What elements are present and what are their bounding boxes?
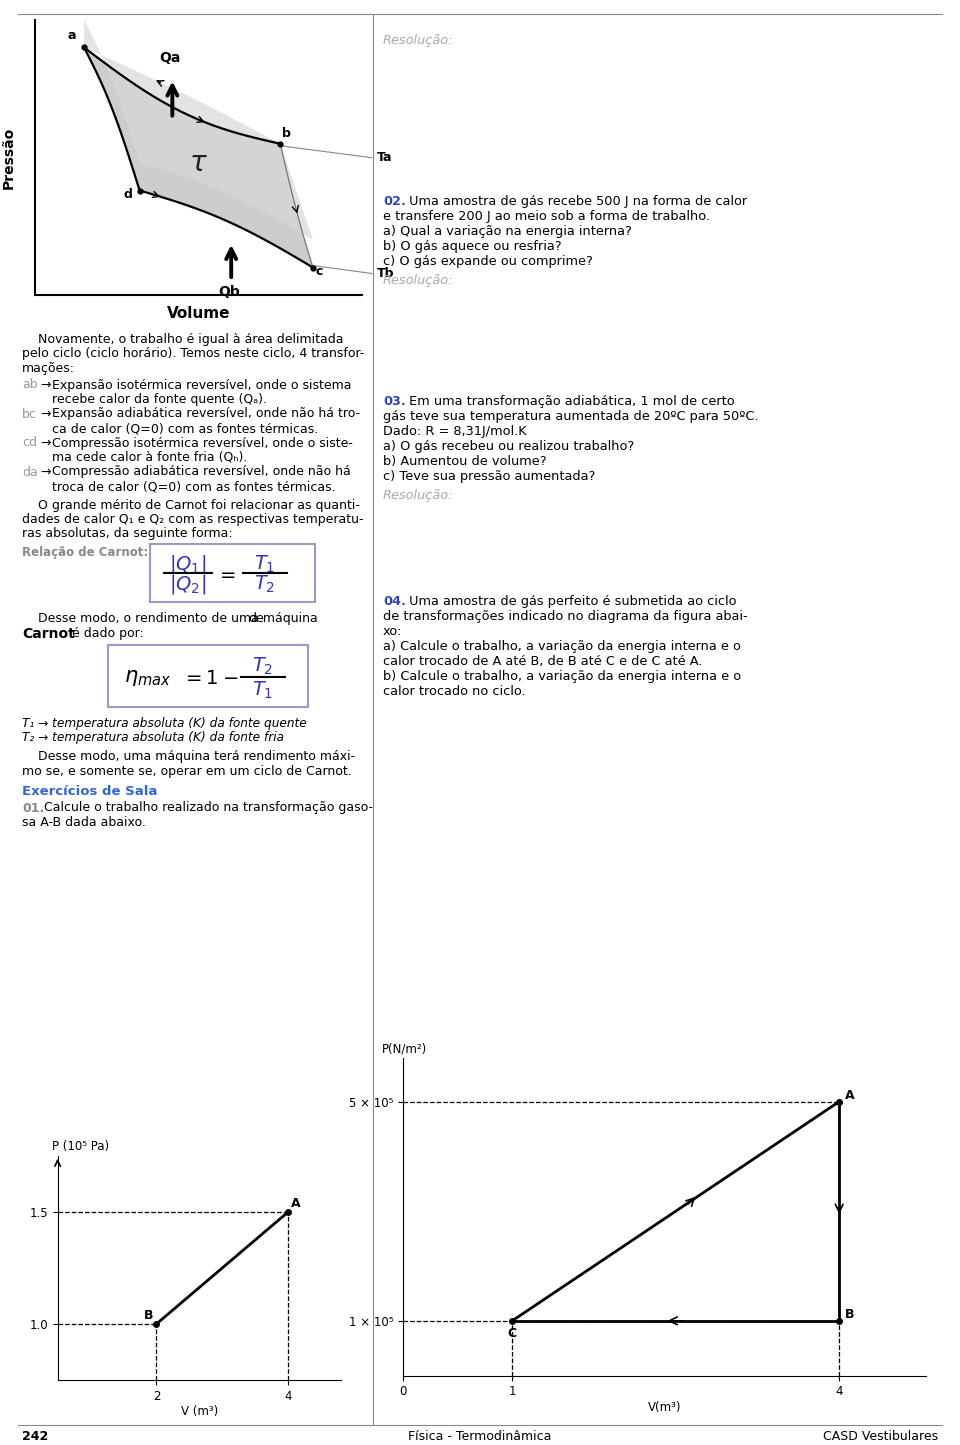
Text: B: B [845,1308,854,1321]
Text: →: → [40,379,51,392]
Text: b) O gás aquece ou resfria?: b) O gás aquece ou resfria? [383,240,562,253]
Text: $T_1$: $T_1$ [252,679,274,701]
Text: $= 1 -$: $= 1 -$ [182,669,239,688]
Text: Uma amostra de gás recebe 500 J na forma de calor: Uma amostra de gás recebe 500 J na forma… [405,195,747,208]
Text: 03.: 03. [383,394,406,407]
Text: Qb: Qb [218,285,240,299]
Text: Volume: Volume [167,305,230,321]
Text: Pressão: Pressão [2,126,16,189]
Text: Dado: R = 8,31J/mol.K: Dado: R = 8,31J/mol.K [383,425,527,438]
Text: →: → [40,436,51,449]
Text: $|Q_1|$: $|Q_1|$ [169,552,206,575]
Text: Tb: Tb [377,267,395,280]
Text: $T_1$: $T_1$ [254,553,276,575]
Text: $|Q_2|$: $|Q_2|$ [169,572,206,595]
Text: ras absolutas, da seguinte forma:: ras absolutas, da seguinte forma: [22,527,232,540]
Text: Compressão adiabática reversível, onde não há: Compressão adiabática reversível, onde n… [52,465,350,478]
Text: Novamente, o trabalho é igual à área delimitada: Novamente, o trabalho é igual à área del… [22,332,344,345]
Polygon shape [84,20,313,240]
Text: bc: bc [22,407,36,420]
Text: Em uma transformação adiabática, 1 mol de certo: Em uma transformação adiabática, 1 mol d… [405,394,734,407]
Bar [150,543,315,603]
Text: e transfere 200 J ao meio sob a forma de trabalho.: e transfere 200 J ao meio sob a forma de… [383,210,710,223]
Text: a) O gás recebeu ou realizou trabalho?: a) O gás recebeu ou realizou trabalho? [383,439,635,452]
Text: b) Aumentou de volume?: b) Aumentou de volume? [383,455,546,468]
Text: Resolução:: Resolução: [383,35,453,48]
Text: $T_2$: $T_2$ [254,574,276,595]
Text: sa A-B dada abaixo.: sa A-B dada abaixo. [22,816,146,829]
Text: C: C [508,1328,516,1341]
Text: Desse modo, o rendimento de uma máquina: Desse modo, o rendimento de uma máquina [22,613,322,626]
Text: c) O gás expande ou comprime?: c) O gás expande ou comprime? [383,254,593,267]
Text: A: A [292,1196,301,1209]
Text: CASD Vestibulares: CASD Vestibulares [823,1431,938,1444]
Text: P(N/m²): P(N/m²) [382,1042,427,1055]
Text: ma cede calor à fonte fria (Qₕ).: ma cede calor à fonte fria (Qₕ). [52,451,248,464]
Bar [108,644,307,707]
Text: A: A [845,1090,854,1103]
Text: c: c [315,264,323,277]
Text: ab: ab [22,379,37,392]
Text: da: da [22,465,37,478]
Text: Resolução:: Resolução: [383,488,453,501]
Text: b) Calcule o trabalho, a variação da energia interna e o: b) Calcule o trabalho, a variação da ene… [383,670,741,683]
Text: gás teve sua temperatura aumentada de 20ºC para 50ºC.: gás teve sua temperatura aumentada de 20… [383,410,758,423]
Text: Resolução:: Resolução: [383,275,453,288]
Text: de: de [249,613,264,626]
Text: $T_2$: $T_2$ [252,656,273,676]
Polygon shape [84,48,313,267]
X-axis label: V(m³): V(m³) [648,1402,682,1415]
Text: pelo ciclo (ciclo horário). Temos neste ciclo, 4 transfor-: pelo ciclo (ciclo horário). Temos neste … [22,347,365,360]
Text: troca de calor (Q=0) com as fontes térmicas.: troca de calor (Q=0) com as fontes térmi… [52,480,336,493]
Text: a: a [68,29,76,42]
Text: Física - Termodinâmica: Física - Termodinâmica [408,1431,552,1444]
Text: Carnot: Carnot [22,627,75,640]
Text: 02.: 02. [383,195,406,208]
Text: 04.: 04. [383,595,406,608]
Text: B: B [144,1309,153,1322]
Text: 242: 242 [22,1431,48,1444]
Text: Desse modo, uma máquina terá rendimento máxi-: Desse modo, uma máquina terá rendimento … [22,750,355,763]
Text: é dado por:: é dado por: [68,627,144,640]
Text: cd: cd [22,436,37,449]
Text: calor trocado de A até B, de B até C e de C até A.: calor trocado de A até B, de B até C e d… [383,655,703,668]
Text: Expansão isotérmica reversível, onde o sistema: Expansão isotérmica reversível, onde o s… [52,379,351,392]
X-axis label: V (m³): V (m³) [180,1406,218,1419]
Text: Exercícios de Sala: Exercícios de Sala [22,785,157,798]
Text: →: → [40,407,51,420]
Text: a) Qual a variação na energia interna?: a) Qual a variação na energia interna? [383,225,632,238]
Text: Expansão adiabática reversível, onde não há tro-: Expansão adiabática reversível, onde não… [52,407,360,420]
Text: mações:: mações: [22,363,75,376]
Text: b: b [282,127,291,140]
Text: de transformações indicado no diagrama da figura abai-: de transformações indicado no diagrama d… [383,610,748,623]
Text: $\tau$: $\tau$ [189,149,208,176]
Text: O grande mérito de Carnot foi relacionar as quanti-: O grande mérito de Carnot foi relacionar… [22,499,360,512]
Text: T₁ → temperatura absoluta (K) da fonte quente: T₁ → temperatura absoluta (K) da fonte q… [22,717,307,730]
Text: Calcule o trabalho realizado na transformação gaso-: Calcule o trabalho realizado na transfor… [44,802,373,815]
Text: P (10⁵ Pa): P (10⁵ Pa) [52,1140,109,1153]
Text: Relação de Carnot:: Relação de Carnot: [22,546,148,559]
Text: Uma amostra de gás perfeito é submetida ao ciclo: Uma amostra de gás perfeito é submetida … [405,595,736,608]
Text: c) Teve sua pressão aumentada?: c) Teve sua pressão aumentada? [383,470,595,483]
Text: ca de calor (Q=0) com as fontes térmicas.: ca de calor (Q=0) com as fontes térmicas… [52,422,319,435]
Text: calor trocado no ciclo.: calor trocado no ciclo. [383,685,526,698]
Text: d: d [123,188,132,201]
Text: 01.: 01. [22,802,44,815]
Text: recebe calor da fonte quente (Qₐ).: recebe calor da fonte quente (Qₐ). [52,393,267,406]
Text: a) Calcule o trabalho, a variação da energia interna e o: a) Calcule o trabalho, a variação da ene… [383,640,741,653]
Text: $\eta_{max}$: $\eta_{max}$ [124,668,171,688]
Text: mo se, e somente se, operar em um ciclo de Carnot.: mo se, e somente se, operar em um ciclo … [22,764,351,777]
Text: →: → [40,465,51,478]
Text: T₂ → temperatura absoluta (K) da fonte fria: T₂ → temperatura absoluta (K) da fonte f… [22,731,284,744]
Text: dades de calor Q₁ e Q₂ com as respectivas temperatu-: dades de calor Q₁ e Q₂ com as respectiva… [22,513,364,526]
Text: Qa: Qa [159,52,181,65]
Text: Compressão isotérmica reversível, onde o siste-: Compressão isotérmica reversível, onde o… [52,436,353,449]
Text: xo:: xo: [383,626,402,639]
Text: $=$: $=$ [216,565,236,584]
Text: Ta: Ta [377,152,393,165]
